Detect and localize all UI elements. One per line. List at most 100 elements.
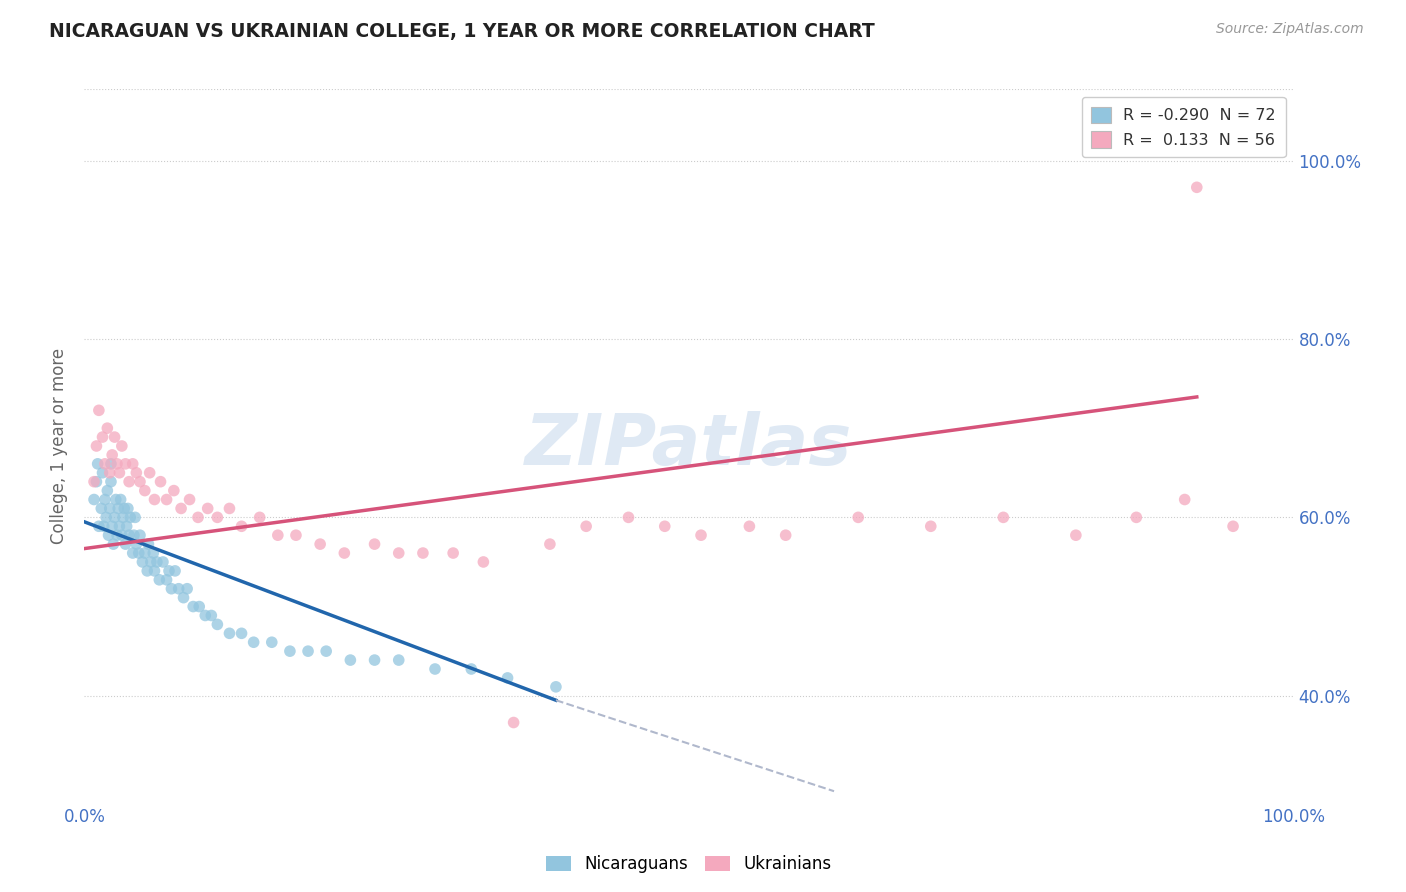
Point [149,475,172,489]
Point [231,519,253,533]
Point [738,519,761,533]
Point [176,582,198,596]
Point [120,510,142,524]
Point [617,510,640,524]
Point [143,492,166,507]
Point [315,644,337,658]
Point [285,528,308,542]
Point [242,635,264,649]
Point [472,555,495,569]
Point [94,492,117,507]
Point [134,483,156,498]
Point [128,546,150,560]
Point [96,421,118,435]
Point [146,555,169,569]
Point [112,501,135,516]
Point [157,564,180,578]
Point [125,466,148,480]
Point [121,546,143,560]
Point [502,715,524,730]
Point [114,537,136,551]
Point [173,591,195,605]
Point [136,564,159,578]
Point [91,466,114,480]
Point [181,599,204,614]
Point [112,510,135,524]
Point [100,457,122,471]
Point [93,519,115,533]
Point [231,626,253,640]
Point [267,528,290,542]
Point [100,475,122,489]
Point [94,457,117,471]
Point [188,599,211,614]
Point [1185,180,1208,194]
Point [118,528,141,542]
Point [207,617,229,632]
Point [105,528,128,542]
Point [1222,519,1244,533]
Point [260,635,283,649]
Point [129,528,152,542]
Point [170,501,193,516]
Point [129,475,152,489]
Point [142,546,165,560]
Point [138,537,160,551]
Point [121,457,143,471]
Point [104,510,127,524]
Point [309,537,332,551]
Point [101,519,124,533]
Point [125,537,148,551]
Point [117,501,139,516]
Point [179,492,201,507]
Point [333,546,356,560]
Point [94,510,117,524]
Point [388,546,411,560]
Text: ZIPatlas: ZIPatlas [526,411,852,481]
Point [97,528,120,542]
Point [155,573,177,587]
Point [87,519,110,533]
Point [107,501,129,516]
Point [775,528,797,542]
Point [131,555,153,569]
Point [91,430,114,444]
Point [1125,510,1147,524]
Point [544,680,567,694]
Point [197,501,219,516]
Point [218,626,240,640]
Point [297,644,319,658]
Point [83,492,105,507]
Point [388,653,411,667]
Point [496,671,519,685]
Point [278,644,301,658]
Point [110,492,132,507]
Point [83,475,105,489]
Point [139,555,162,569]
Point [138,466,160,480]
Point [101,448,124,462]
Point [103,537,125,551]
Point [155,492,177,507]
Point [575,519,598,533]
Point [108,466,131,480]
Point [993,510,1015,524]
Point [98,466,121,480]
Point [460,662,482,676]
Point [86,475,108,489]
Point [152,555,174,569]
Point [249,510,271,524]
Point [118,475,141,489]
Text: Source: ZipAtlas.com: Source: ZipAtlas.com [1216,22,1364,37]
Point [423,662,446,676]
Point [218,501,240,516]
Point [846,510,869,524]
Point [104,430,127,444]
Point [105,457,128,471]
Point [920,519,942,533]
Point [339,653,361,667]
Point [538,537,561,551]
Point [134,546,156,560]
Point [363,537,385,551]
Point [114,457,136,471]
